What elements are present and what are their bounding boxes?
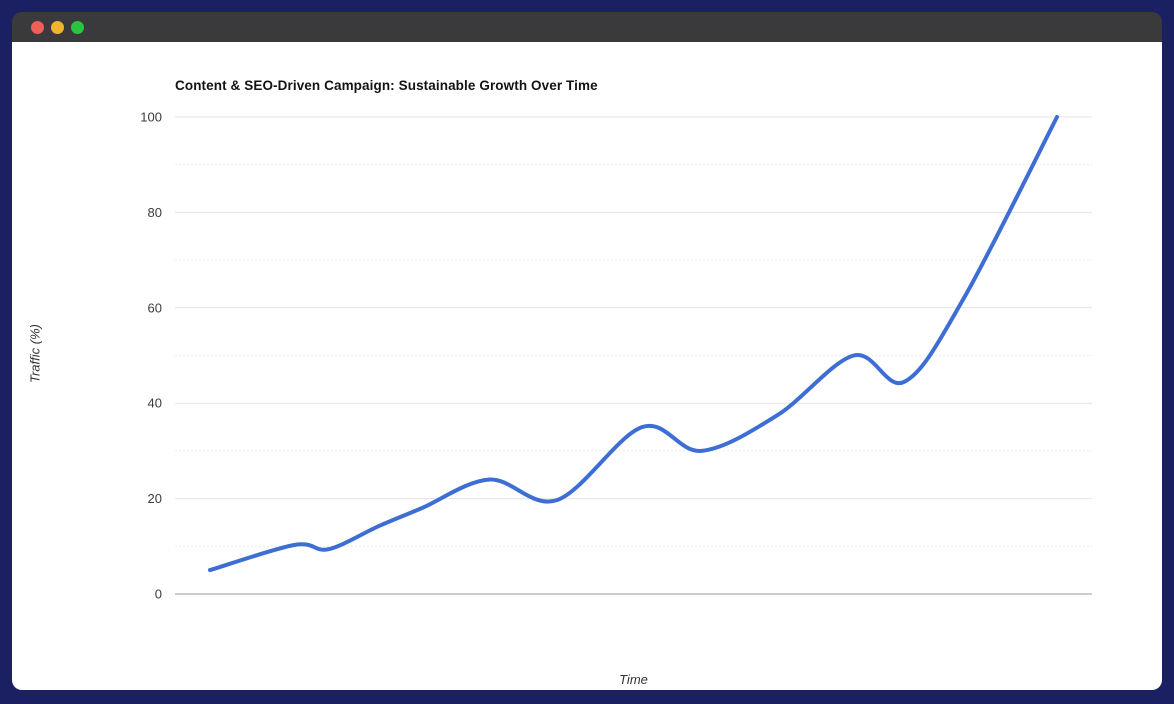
app-window: Content & SEO-Driven Campaign: Sustainab… xyxy=(12,12,1162,690)
window-titlebar[interactable] xyxy=(12,12,1162,42)
y-tick-label: 0 xyxy=(155,587,162,602)
traffic-series-line xyxy=(208,115,1059,573)
y-tick-label: 40 xyxy=(148,396,162,411)
maximize-button[interactable] xyxy=(71,20,84,34)
y-tick-label: 60 xyxy=(148,300,162,315)
y-tick-label: 20 xyxy=(148,491,162,506)
chart-title: Content & SEO-Driven Campaign: Sustainab… xyxy=(175,78,598,93)
minimize-button[interactable] xyxy=(51,20,64,34)
y-tick-label: 100 xyxy=(140,110,162,125)
x-axis-title: Time xyxy=(619,672,648,687)
y-axis-title: Traffic (%) xyxy=(27,324,43,383)
y-tick-label: 80 xyxy=(148,205,162,220)
chart-canvas: Content & SEO-Driven Campaign: Sustainab… xyxy=(12,42,1162,690)
close-button[interactable] xyxy=(31,20,44,34)
line-chart-plot: 0 20 40 60 80 100 xyxy=(140,110,1092,602)
